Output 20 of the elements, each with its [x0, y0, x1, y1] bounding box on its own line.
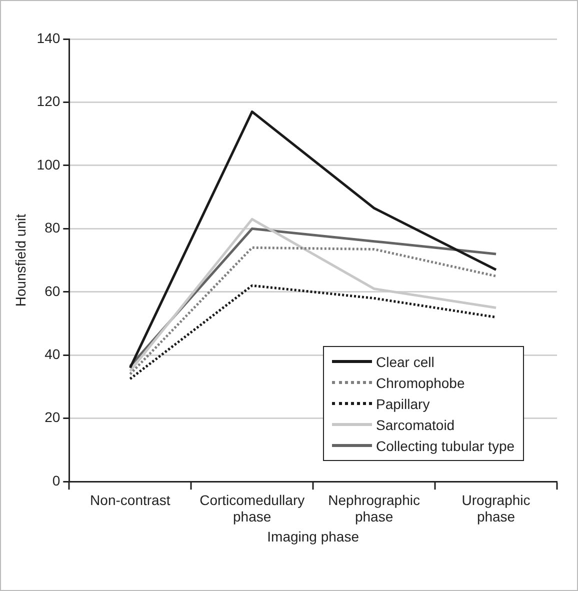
x-tick-label: Nephrographic phase — [328, 492, 420, 525]
y-tick-label: 20 — [44, 409, 60, 426]
y-axis-title: Hounsfield unit — [12, 214, 28, 307]
y-tick-label: 100 — [36, 156, 60, 172]
line-series — [128, 246, 498, 376]
legend-label: Clear cell — [376, 354, 434, 370]
y-tick-label: 60 — [44, 282, 60, 299]
y-tick-label: 40 — [44, 346, 60, 362]
legend-label: Papillary — [376, 396, 430, 412]
legend-label: Sarcomatoid — [376, 416, 455, 432]
legend-label: Chromophobe — [376, 374, 465, 390]
x-tick-label: Non-contrast — [90, 492, 170, 508]
x-tick-label: Urographic phase — [462, 492, 530, 525]
y-tick-label: 80 — [44, 220, 60, 236]
legend-label: Collecting tubular type — [376, 438, 515, 454]
y-tick-label: 140 — [36, 30, 60, 46]
y-tick-label: 0 — [52, 472, 60, 488]
y-tick-label: 120 — [36, 93, 60, 110]
x-axis-title: Imaging phase — [267, 528, 360, 544]
x-tick-label: Corticomedullary phase — [200, 492, 305, 525]
